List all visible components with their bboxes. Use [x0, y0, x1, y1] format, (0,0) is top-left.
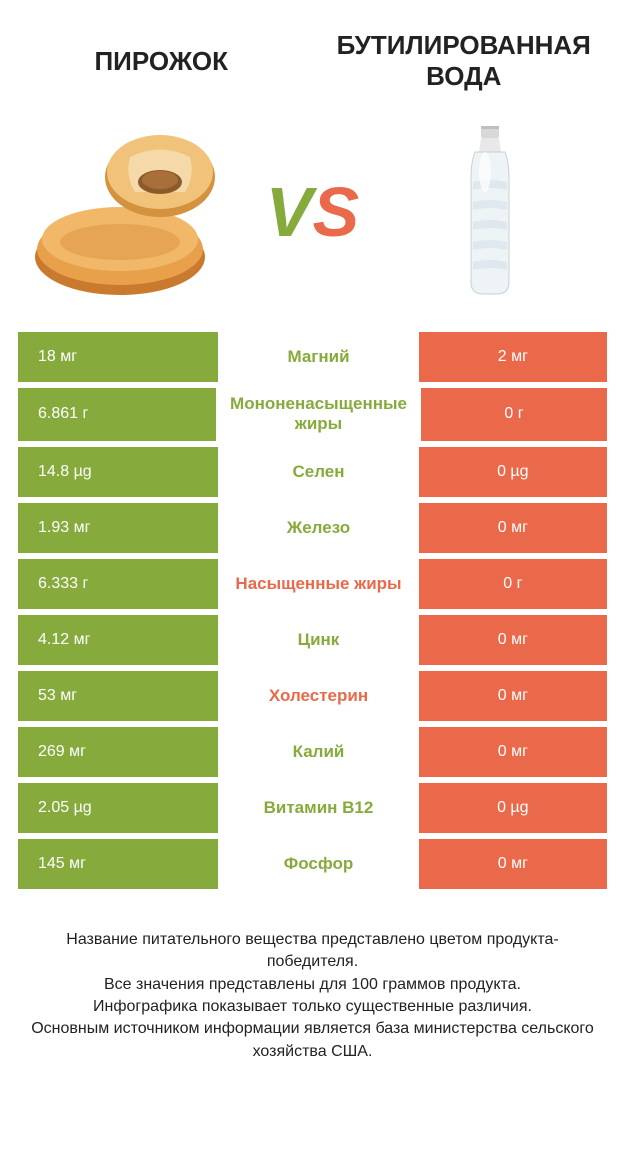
infographic-container: ПИРОЖОК БУТИЛИРОВАННАЯ ВОДА VS [0, 0, 625, 1093]
value-right: 0 мг [419, 671, 607, 721]
images-row: VS [0, 112, 625, 332]
nutrient-row: 6.861 гМононенасыщенные жиры0 г [18, 388, 607, 441]
value-right: 0 мг [419, 727, 607, 777]
nutrient-name: Селен [224, 447, 412, 497]
title-left: ПИРОЖОК [10, 46, 313, 77]
nutrient-name: Фосфор [224, 839, 412, 889]
footer-line-2: Все значения представлены для 100 граммо… [30, 974, 595, 996]
value-right: 0 мг [419, 615, 607, 665]
vs-v: V [266, 173, 313, 251]
nutrient-row: 269 мгКалий0 мг [18, 727, 607, 777]
nutrient-name: Витамин B12 [224, 783, 412, 833]
value-right: 0 µg [419, 447, 607, 497]
value-left: 2.05 µg [18, 783, 218, 833]
value-right: 0 г [419, 559, 607, 609]
nutrient-name: Магний [224, 332, 412, 382]
pirozhok-icon [35, 127, 235, 297]
value-left: 145 мг [18, 839, 218, 889]
value-right: 0 мг [419, 839, 607, 889]
water-bottle-icon [445, 122, 535, 302]
nutrient-row: 145 мгФосфор0 мг [18, 839, 607, 889]
value-right: 0 г [421, 388, 607, 441]
title-right: БУТИЛИРОВАННАЯ ВОДА [313, 30, 616, 92]
nutrient-row: 2.05 µgВитамин B120 µg [18, 783, 607, 833]
footer-line-4: Основным источником информации является … [30, 1018, 595, 1063]
nutrient-name: Холестерин [224, 671, 412, 721]
nutrient-row: 1.93 мгЖелезо0 мг [18, 503, 607, 553]
value-right: 0 мг [419, 503, 607, 553]
value-left: 18 мг [18, 332, 218, 382]
value-left: 1.93 мг [18, 503, 218, 553]
value-left: 14.8 µg [18, 447, 218, 497]
nutrient-row: 14.8 µgСелен0 µg [18, 447, 607, 497]
vs-label: VS [266, 172, 359, 252]
nutrient-row: 4.12 мгЦинк0 мг [18, 615, 607, 665]
nutrient-row: 18 мгМагний2 мг [18, 332, 607, 382]
footer-line-3: Инфографика показывает только существенн… [30, 996, 595, 1018]
nutrient-name: Мононенасыщенные жиры [222, 388, 415, 441]
food-image-right [390, 122, 590, 302]
vs-s: S [313, 173, 360, 251]
header: ПИРОЖОК БУТИЛИРОВАННАЯ ВОДА [0, 0, 625, 112]
value-left: 269 мг [18, 727, 218, 777]
value-left: 4.12 мг [18, 615, 218, 665]
food-image-left [35, 122, 235, 302]
nutrient-name: Цинк [224, 615, 412, 665]
value-left: 6.333 г [18, 559, 218, 609]
value-right: 0 µg [419, 783, 607, 833]
value-left: 53 мг [18, 671, 218, 721]
footer-notes: Название питательного вещества представл… [0, 889, 625, 1093]
value-left: 6.861 г [18, 388, 216, 441]
nutrient-row: 53 мгХолестерин0 мг [18, 671, 607, 721]
nutrient-table: 18 мгМагний2 мг 6.861 гМононенасыщенные ж… [0, 332, 625, 889]
nutrient-name: Железо [224, 503, 412, 553]
nutrient-name: Насыщенные жиры [224, 559, 412, 609]
value-right: 2 мг [419, 332, 607, 382]
footer-line-1: Название питательного вещества представл… [30, 929, 595, 974]
nutrient-row: 6.333 гНасыщенные жиры0 г [18, 559, 607, 609]
nutrient-name: Калий [224, 727, 412, 777]
